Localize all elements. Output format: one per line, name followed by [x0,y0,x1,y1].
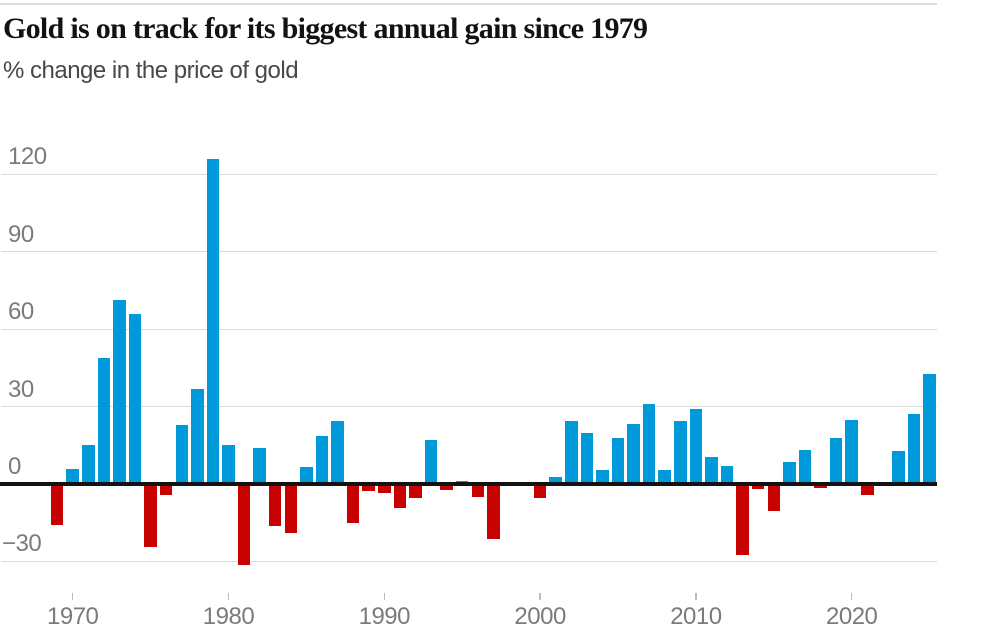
y-axis-label-0: 0 [8,453,21,480]
bar-2019 [829,437,843,484]
top-divider [0,3,937,5]
bar-1977 [175,425,188,484]
bar-1969 [50,484,64,526]
bar-2006 [627,424,640,484]
bar-2025 [923,373,936,484]
bar-2013 [736,484,749,555]
bar-2007 [642,404,656,484]
bar-1979 [206,158,220,484]
bar-2012 [720,465,734,484]
bar-1980 [222,445,235,484]
x-tick-2020 [851,593,853,600]
gridline-120 [1,173,937,176]
zero-axis-line [0,482,937,486]
bar-1992 [409,484,422,499]
bar-2017 [798,450,812,484]
bar-1972 [97,358,111,484]
bar-2018 [814,484,827,488]
x-axis-label-1980: 1980 [202,603,255,630]
bar-2008 [658,469,671,484]
bar-1986 [315,436,329,484]
bar-2002 [565,421,578,484]
gridline-90 [1,251,937,253]
y-axis-label--30: −30 [2,530,42,558]
y-axis-label-120: 120 [8,143,47,171]
bar-1994 [440,484,453,490]
gridline-60 [1,328,937,330]
bar-2016 [783,461,796,484]
y-axis-label-60: 60 [8,298,34,326]
y-axis-label-30: 30 [8,375,34,403]
x-axis-label-1990: 1990 [358,603,411,630]
bar-1988 [346,484,360,524]
bar-1981 [237,484,251,566]
bar-1978 [191,388,204,484]
bar-2024 [907,413,921,484]
bar-2003 [580,433,594,484]
x-tick-1980 [227,593,230,600]
bar-1991 [393,484,407,508]
bar-1975 [144,484,157,548]
bar-1973 [113,299,126,484]
bar-1982 [253,447,266,484]
bar-1970 [66,469,79,484]
bar-2015 [767,484,781,511]
x-axis-label-2010: 2010 [670,603,722,630]
x-axis-label-2020: 2020 [825,603,878,630]
gridline--30 [1,560,937,563]
bar-2010 [689,408,703,484]
chart-subtitle: % change in the price of gold [3,57,299,84]
bar-1983 [268,484,282,527]
bar-1997 [487,484,500,539]
bar-1987 [331,420,344,484]
bar-2000 [533,484,547,498]
bar-2014 [751,484,765,490]
bar-2020 [845,419,858,484]
bar-1993 [424,440,438,484]
bar-2004 [596,469,609,484]
x-axis-label-2000: 2000 [514,603,566,630]
x-tick-2000 [539,593,541,600]
bar-2011 [705,457,718,484]
bar-2009 [674,420,687,484]
bar-1989 [362,484,375,492]
bar-1996 [471,484,485,497]
bar-1985 [300,466,313,484]
bar-1971 [82,445,95,484]
chart-title: Gold is on track for its biggest annual … [3,12,648,45]
x-axis-label-1970: 1970 [46,603,99,630]
bar-1976 [159,484,173,495]
bar-1984 [284,484,298,534]
x-tick-1970 [72,593,74,600]
bar-1974 [128,313,142,484]
x-tick-2010 [695,593,697,600]
bar-2001 [549,477,562,484]
bar-2023 [892,450,905,484]
bar-1990 [378,484,391,494]
y-axis-label-90: 90 [8,220,34,248]
bar-2005 [611,437,625,484]
gridline-30 [1,405,937,408]
bar-2021 [861,484,874,495]
x-tick-1990 [383,593,385,600]
